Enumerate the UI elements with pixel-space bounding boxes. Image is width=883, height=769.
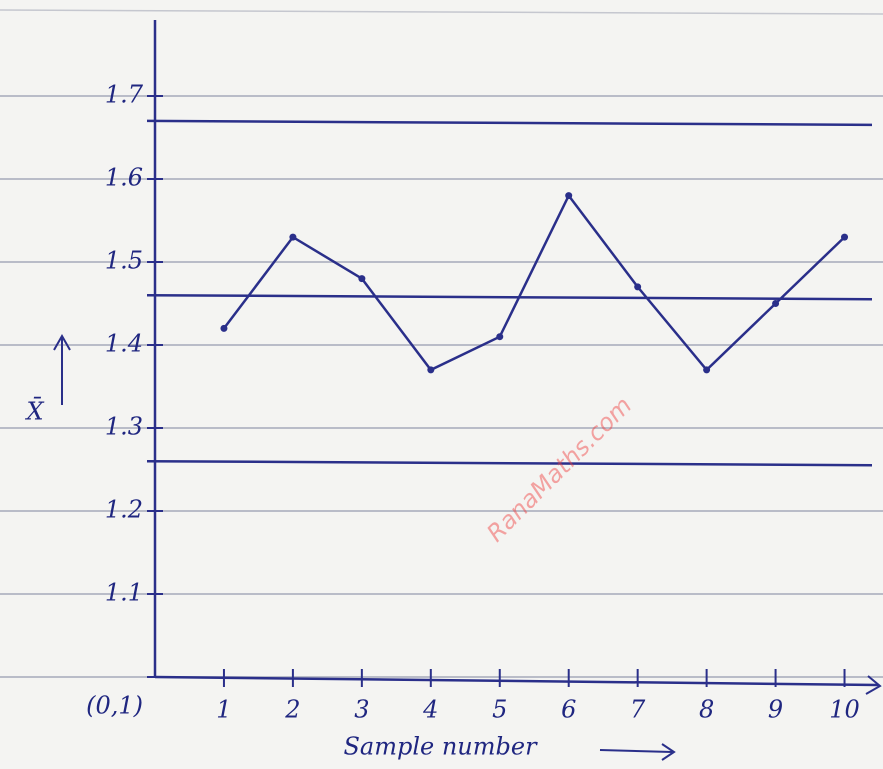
data-point [772, 300, 779, 307]
x-tick-label: 2 [284, 696, 300, 724]
y-tick-label: 1.6 [105, 164, 143, 192]
y-tick-label: 1.4 [105, 330, 143, 358]
y-tick-label: 1.5 [105, 247, 143, 275]
y-axis-label: X̄ [24, 397, 44, 425]
x-tick-label: 10 [829, 696, 860, 724]
paper-rule [0, 10, 883, 14]
data-point [841, 234, 848, 241]
data-point [289, 234, 296, 241]
x-tick-label: 4 [422, 696, 438, 724]
x-tick-label: 3 [354, 696, 369, 724]
x-tick-label: 7 [630, 696, 646, 724]
y-tick-label: 1.2 [105, 496, 143, 524]
control-line [147, 121, 872, 125]
y-tick-label: 1.7 [105, 81, 144, 109]
data-point [358, 275, 365, 282]
x-tick-label: 1 [216, 696, 231, 724]
x-tick-label: 5 [492, 696, 507, 724]
data-point [565, 192, 572, 199]
control-line [147, 295, 872, 299]
data-point [634, 283, 641, 290]
watermark: RanaMaths.com [481, 391, 637, 547]
data-point [220, 325, 227, 332]
data-point [496, 333, 503, 340]
x-tick-label: 9 [768, 696, 783, 724]
x-axis [155, 677, 878, 685]
chart: (0,1) 1.1 1.2 1.3 1.4 1.5 1.6 1.7 1 2 3 4 5 6 7 8 9 10 Sam… [0, 0, 883, 769]
control-line [147, 461, 872, 465]
y-tick-label: (0,1) [86, 692, 143, 720]
y-tick-label: 1.3 [105, 413, 143, 441]
x-tick-label: 6 [561, 696, 576, 724]
data-point [427, 366, 434, 373]
data-point [703, 366, 710, 373]
x-axis-label: Sample number [343, 733, 538, 761]
page: {"chart_data": {"type": "line", "x_label… [0, 0, 883, 769]
x-tick-label: 8 [699, 696, 714, 724]
x-label-arrow [600, 750, 672, 752]
data-line [224, 196, 845, 370]
y-tick-label: 1.1 [105, 579, 143, 607]
